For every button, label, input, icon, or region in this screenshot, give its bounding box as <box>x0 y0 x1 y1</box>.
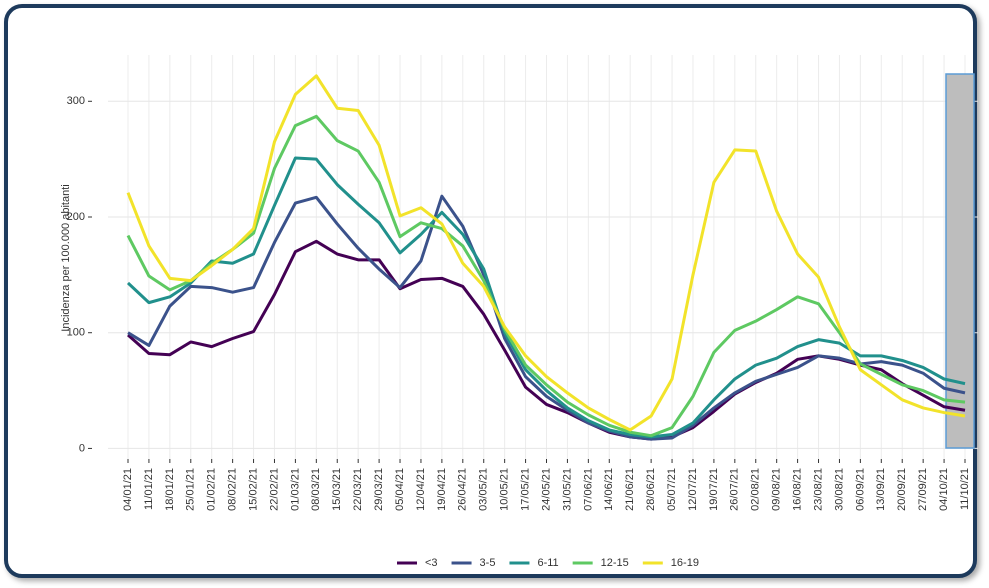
x-tick-label: 19/04/21 <box>436 468 448 511</box>
highlight-box <box>945 73 975 449</box>
x-tick-label: 25/01/21 <box>185 468 197 511</box>
legend-label: 16-19 <box>671 557 699 569</box>
y-tick-label: 100 <box>67 327 85 339</box>
x-tick-label: 17/05/21 <box>519 468 531 511</box>
x-tick-label: 15/03/21 <box>331 468 343 511</box>
x-tick-label: 19/07/21 <box>708 468 720 511</box>
x-tick-label: 22/03/21 <box>352 468 364 511</box>
x-tick-label: 29/03/21 <box>373 468 385 511</box>
x-tick-label: 01/02/21 <box>206 468 218 511</box>
grid <box>108 55 978 460</box>
x-tick-label: 07/06/21 <box>582 468 594 511</box>
x-tick-label: 28/06/21 <box>645 468 657 511</box>
x-tick-label: 09/08/21 <box>771 468 783 511</box>
x-tick-label: 10/05/21 <box>499 468 511 511</box>
x-tick-label: 05/07/21 <box>666 468 678 511</box>
line-series <box>126 156 966 439</box>
x-tick-label: 14/06/21 <box>603 468 615 511</box>
x-tick-label: 18/01/21 <box>164 468 176 511</box>
x-tick-label: 26/07/21 <box>729 468 741 511</box>
y-axis-label: Incidenza per 100.000 abitanti <box>60 184 72 331</box>
x-tick-label: 20/09/21 <box>896 468 908 511</box>
x-tick-label: 24/05/21 <box>540 468 552 511</box>
x-tick-label: 06/09/21 <box>854 468 866 511</box>
legend-label: <3 <box>425 557 438 569</box>
y-tick-label: 0 <box>79 442 85 454</box>
line-series <box>126 74 966 432</box>
legend-label: 12-15 <box>601 557 629 569</box>
y-tick-label: 300 <box>67 95 85 107</box>
x-tick-label: 27/09/21 <box>917 468 929 511</box>
x-tick-label: 02/08/21 <box>750 468 762 511</box>
x-tick-label: 08/02/21 <box>227 468 239 511</box>
x-tick-label: 30/08/21 <box>833 468 845 511</box>
x-tick-label: 21/06/21 <box>624 468 636 511</box>
x-tick-label: 01/03/21 <box>289 468 301 511</box>
x-tick-label: 22/02/21 <box>268 468 280 511</box>
y-tick-label: 200 <box>67 211 85 223</box>
x-tick-label: 11/01/21 <box>143 468 155 510</box>
x-tick-label: 04/01/21 <box>122 468 134 511</box>
x-tick-label: 08/03/21 <box>310 468 322 511</box>
x-tick-label: 05/04/21 <box>394 468 406 511</box>
x-tick-label: 16/08/21 <box>792 468 804 511</box>
line-series <box>126 114 966 438</box>
x-tick-label: 13/09/21 <box>875 468 887 511</box>
line-series <box>127 194 966 441</box>
x-tick-label: 03/05/21 <box>478 468 490 511</box>
x-tick-label: 23/08/21 <box>812 468 824 511</box>
x-tick-label: 12/04/21 <box>415 468 427 511</box>
legend-label: 3-5 <box>480 557 496 569</box>
x-tick-label: 31/05/21 <box>561 468 573 511</box>
x-tick-label: 11/10/21 <box>959 468 971 510</box>
x-tick-label: 15/02/21 <box>247 468 259 511</box>
x-tick-label: 04/10/21 <box>938 468 950 511</box>
x-tick-label: 12/07/21 <box>687 468 699 511</box>
legend-label: 6-11 <box>537 557 558 569</box>
x-tick-label: 26/04/21 <box>457 468 469 511</box>
